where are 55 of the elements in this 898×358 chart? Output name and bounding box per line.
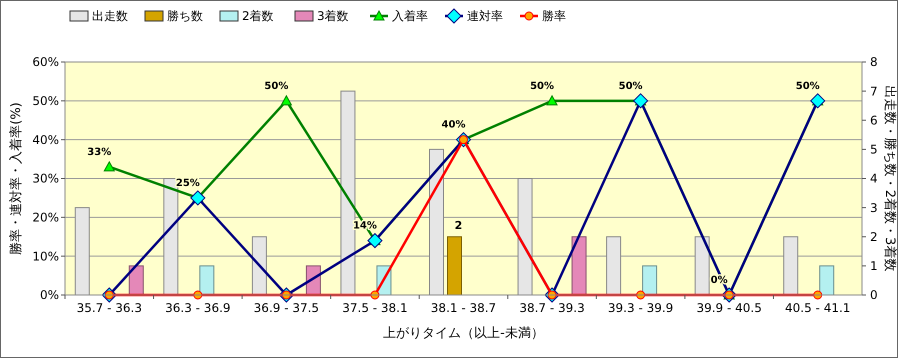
x-tick-label: 36.3 - 36.9 [165,301,231,315]
y2-tick-label: 8 [870,55,878,70]
point [546,95,558,106]
legend-label: 入着率 [392,9,428,24]
y-tick-label: 30% [32,172,59,186]
legend-label: 3着数 [317,9,349,24]
x-tick-label: 38.1 - 38.7 [430,301,496,315]
y-tick-label: 0% [40,288,59,302]
x-axis-title: 上がりタイム（以上-未満） [383,326,544,341]
bar [199,265,214,296]
x-tick-label: 39.9 - 40.5 [696,301,762,315]
legend-label: 勝ち数 [167,9,203,24]
x-tick-label: 38.7 - 39.3 [519,301,585,315]
y2-tick-label: 2 [870,230,878,244]
bar [819,265,834,296]
data-label: 50% [264,80,288,92]
y-tick-label: 40% [32,132,59,147]
point [190,190,206,206]
y-tick-label: 20% [32,210,59,225]
x-tick-label: 35.7 - 36.3 [76,301,142,315]
y-tick-label: 10% [32,249,59,264]
point [367,233,382,248]
y-tick-label: 60% [32,55,59,70]
y2-tick-label: 0 [870,288,878,302]
bar [447,236,462,296]
point [104,161,115,172]
y2-tick-label: 7 [870,84,878,98]
data-label: 40% [442,120,466,131]
y2-tick-label: 1 [870,259,878,274]
y-tick-label: 50% [32,94,59,108]
legend-label: 2着数 [242,9,274,24]
point [280,95,292,106]
legend-label: 出走数 [92,9,128,24]
x-tick-label: 40.5 - 41.1 [785,301,850,315]
y2-tick-label: 5 [870,142,878,157]
bar [642,265,658,296]
y2-tick-label: 4 [870,172,878,186]
point [633,93,648,108]
x-tick-label: 39.3 - 39.9 [608,301,674,315]
y2-axis-title: 出走数・勝ち数・2着数・3着数 [882,86,898,272]
legend-label: 連対率 [467,9,503,24]
data-label: 50% [796,80,820,92]
x-tick-label: 36.9 - 37.5 [254,301,320,315]
y2-tick-label: 6 [870,113,878,128]
y2-tick-label: 3 [870,200,878,215]
x-tick-label: 37.5 - 38.1 [342,301,408,315]
point [810,93,826,108]
data-label: 25% [176,178,200,189]
y-axis-title: 勝率・連対率・入着率(%) [8,102,24,255]
legend-label: 勝率 [542,9,566,24]
data-label: 33% [87,146,112,158]
data-label: 50% [618,80,643,92]
data-label: 2 [454,218,462,232]
data-label: 50% [530,80,554,92]
bar [572,236,587,296]
